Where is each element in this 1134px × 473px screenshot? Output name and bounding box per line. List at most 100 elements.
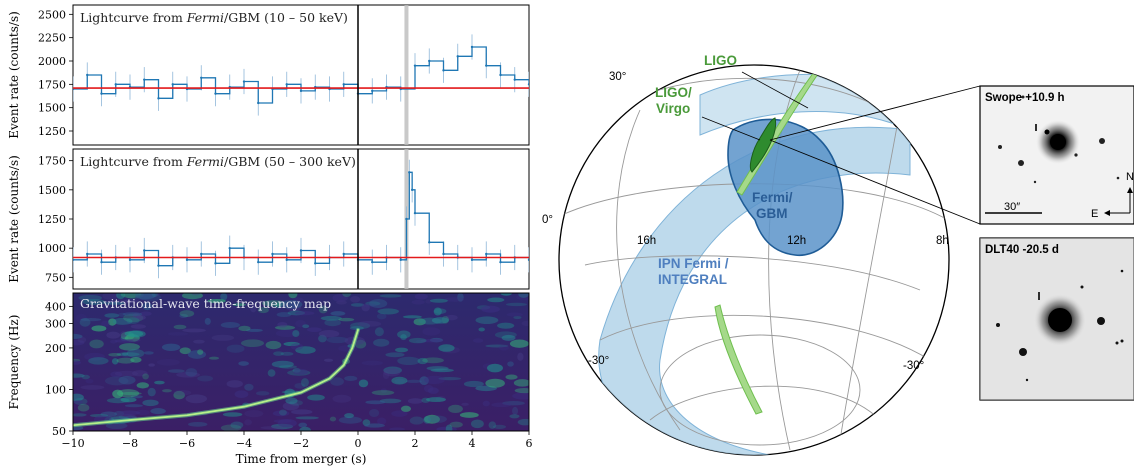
y-tick-label: 1500 — [38, 184, 66, 197]
noise-blob — [397, 330, 411, 339]
noise-blob — [361, 360, 384, 366]
noise-blob — [130, 324, 146, 329]
noise-blob — [142, 302, 153, 311]
noise-blob — [104, 376, 129, 386]
noise-blob — [501, 334, 516, 341]
noise-blob — [179, 310, 195, 318]
noise-blob — [505, 374, 518, 380]
data-point — [405, 217, 408, 221]
data-point — [442, 252, 445, 256]
noise-blob — [238, 325, 251, 332]
noise-blob — [395, 347, 409, 353]
noise-blob — [358, 379, 369, 388]
y-tick-label: 50 — [52, 425, 66, 438]
noise-blob — [274, 325, 296, 330]
noise-blob — [220, 424, 242, 431]
noise-blob — [265, 340, 282, 350]
noise-blob — [326, 336, 349, 344]
noise-blob — [371, 390, 395, 396]
noise-blob — [445, 424, 453, 431]
noise-blob — [302, 324, 310, 329]
noise-blob — [230, 421, 244, 429]
compass-north-label: N — [1126, 171, 1134, 183]
noise-blob — [422, 327, 441, 336]
x-tick-label: 6 — [526, 437, 533, 450]
noise-blob — [110, 299, 132, 304]
noise-blob — [299, 426, 312, 431]
noise-blob — [154, 380, 165, 385]
data-point — [128, 258, 132, 262]
data-point — [499, 260, 502, 264]
zoom-line-bottom — [769, 139, 981, 225]
ligo-virgo-pointer — [701, 116, 761, 141]
noise-blob — [278, 365, 298, 369]
data-point — [214, 92, 217, 95]
noise-blob — [244, 419, 253, 426]
ligo-virgo-region — [749, 117, 777, 173]
noise-blob — [222, 412, 243, 417]
data-point — [410, 188, 414, 192]
x-tick-label: 0 — [355, 437, 362, 450]
noise-blob — [444, 297, 465, 302]
noise-blob — [232, 303, 246, 307]
noise-blob — [461, 402, 469, 406]
noise-blob — [382, 371, 390, 379]
panel2-ylabel: Event rate (counts/s) — [7, 155, 21, 283]
label-fermi-1: Fermi/ — [752, 190, 793, 205]
swope-galaxy-core — [1050, 134, 1066, 150]
data-point — [527, 83, 529, 86]
data-point — [271, 252, 274, 256]
noise-blob — [279, 409, 287, 416]
label-ligo-virgo-1: LIGO/ — [655, 85, 692, 100]
noise-blob — [136, 382, 149, 389]
noise-blob — [106, 300, 116, 305]
noise-blob — [283, 341, 300, 347]
data-point — [73, 258, 75, 262]
noise-blob — [513, 379, 529, 387]
noise-blob — [420, 339, 443, 343]
label-fermi-2: GBM — [756, 206, 788, 221]
noise-blob — [79, 317, 91, 327]
noise-blob — [506, 302, 527, 307]
noise-blob — [272, 410, 290, 417]
noise-blob — [344, 375, 358, 381]
noise-blob — [116, 293, 126, 300]
noise-blob — [507, 361, 514, 367]
noise-blob — [220, 293, 228, 301]
noise-blob — [179, 347, 191, 355]
noise-blob — [514, 388, 529, 394]
data-point — [527, 258, 529, 262]
noise-blob — [517, 418, 529, 426]
noise-blob — [244, 383, 254, 391]
data-point — [413, 211, 417, 215]
y-tick-label: 1500 — [38, 102, 66, 115]
noise-blob — [161, 343, 181, 352]
noise-blob — [500, 293, 513, 296]
noise-blob — [411, 299, 425, 305]
data-point — [100, 92, 103, 95]
noise-blob — [197, 349, 204, 355]
noise-blob — [104, 313, 120, 318]
noise-blob — [108, 352, 122, 357]
noise-blob — [422, 357, 444, 364]
noise-blob — [207, 298, 226, 304]
noise-blob — [320, 315, 342, 321]
noise-blob — [191, 293, 201, 296]
noise-blob — [400, 334, 407, 341]
noise-blob — [246, 328, 263, 332]
noise-blob — [485, 378, 505, 388]
noise-blob — [197, 375, 214, 382]
y-tick-label: 400 — [45, 300, 66, 313]
noise-blob — [128, 338, 141, 342]
noise-blob — [369, 409, 380, 417]
noise-blob — [513, 315, 522, 320]
noise-blob — [518, 293, 529, 298]
noise-blob — [426, 397, 446, 403]
y-tick-label: 300 — [45, 318, 66, 331]
panel2-title: Lightcurve from Fermi/GBM (50 – 300 keV) — [80, 154, 356, 169]
noise-blob — [433, 307, 442, 316]
noise-blob — [408, 337, 427, 344]
inset-swope: 30″ E N Swope +10.9 h — [979, 85, 1134, 225]
x-axis-label: Time from merger (s) — [236, 452, 367, 466]
noise-blob — [73, 413, 87, 417]
